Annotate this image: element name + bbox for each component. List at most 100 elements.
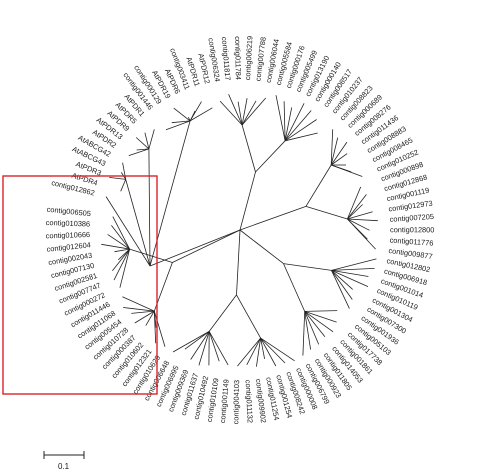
leaf-label: contig007205 [389,212,434,224]
tree-branch [228,94,243,126]
tree-branch [260,338,265,359]
tree-branch [149,229,241,267]
tree-branch [331,270,350,309]
scale-bar-label: 0.1 [58,462,70,471]
tree-branch [331,258,377,271]
tree-branch [131,310,155,314]
tree-branch [304,311,337,323]
tree-branch [246,337,261,365]
tree-branch [135,137,150,150]
tree-branches [101,94,378,367]
tree-branch [239,206,307,231]
tree-branch [144,132,150,149]
tree-branch [219,100,243,126]
tree-branch [172,229,241,263]
tree-branch [236,229,241,295]
tree-branch [173,107,191,122]
leaf-label: contig010386 [46,218,91,229]
leaf-label: contig011132 [244,380,255,424]
tree-branch [255,140,286,173]
tree-branch [184,331,210,350]
tree-branch [283,263,332,271]
tree-branch [129,248,173,263]
tree-branch [145,310,155,326]
tree-branch [284,119,317,142]
tree-branch [330,129,334,166]
tree-branch [285,132,318,142]
tree-branch [330,141,348,166]
tree-branch [302,311,306,356]
tree-branch [284,110,312,142]
tree-branch [304,311,320,345]
tree-branch [239,229,284,264]
tree-branch [330,137,339,166]
tree-branch [208,331,220,362]
leaf-label: contig006219 [243,36,254,81]
tree-branch [284,107,293,141]
tree-branch [119,249,130,288]
tree-branch [189,101,202,122]
tree-branch [283,101,286,141]
tree-branch [260,337,295,362]
tree-branch [123,307,155,312]
leaf-label: contig011776 [389,236,433,248]
tree-branch [256,338,261,367]
tree-branch [111,225,130,250]
tree-branch [331,270,369,287]
tree-branch [112,248,130,272]
tree-branch [114,248,130,253]
tree-branch [304,310,338,312]
tree-branch [347,204,363,220]
tree-branch [153,310,166,347]
tree-branch [236,294,261,339]
tree-branch [136,148,149,151]
tree-branch [305,164,332,207]
tree-branch [189,107,213,122]
tree-branch [304,311,311,350]
leaf-label: contig011817 [220,36,233,80]
tree-branch [134,310,155,324]
highlight-box [2,175,158,395]
tree-branch [260,337,277,367]
tree-branch [284,103,305,141]
tree-branch [347,218,376,250]
tree-branch [101,243,130,250]
tree-branch [304,311,334,333]
tree-branch [120,179,127,192]
tree-branch [128,148,150,156]
tree-branch [113,248,130,281]
tree-branch [331,270,353,300]
tree-branch [122,296,155,312]
tree-branch [331,270,353,290]
tree-branch [331,268,375,271]
tree-branch [347,211,373,220]
tree-branch [237,101,243,126]
tree-branch [260,337,286,364]
tree-branch [241,98,248,126]
tree-branch [241,124,256,173]
tree-branch [305,206,348,220]
tree-branch [198,331,210,366]
leaf-label: contig001149 [218,379,231,423]
tree-branch [109,177,126,180]
leaf-label: contig010666 [46,230,91,240]
tree-branch [171,120,191,124]
scale-bar: 0.1 [43,451,85,471]
tree-branch [347,218,378,222]
leaf-label: contig011784 [233,36,243,80]
leaf-label: contig012800 [390,225,434,234]
tree-branch [347,194,367,220]
leaf-label: contig004103 [231,380,241,425]
tree-branch [148,129,155,150]
tree-branch [188,117,191,122]
tree-branch [153,311,157,328]
tree-branch [148,148,151,267]
tree-branch [304,311,326,338]
tree-branch [237,337,261,367]
tree-branch [241,97,267,126]
leaf-label: contig006505 [46,205,91,219]
tree-branch [190,331,210,360]
tree-branch [330,153,348,166]
